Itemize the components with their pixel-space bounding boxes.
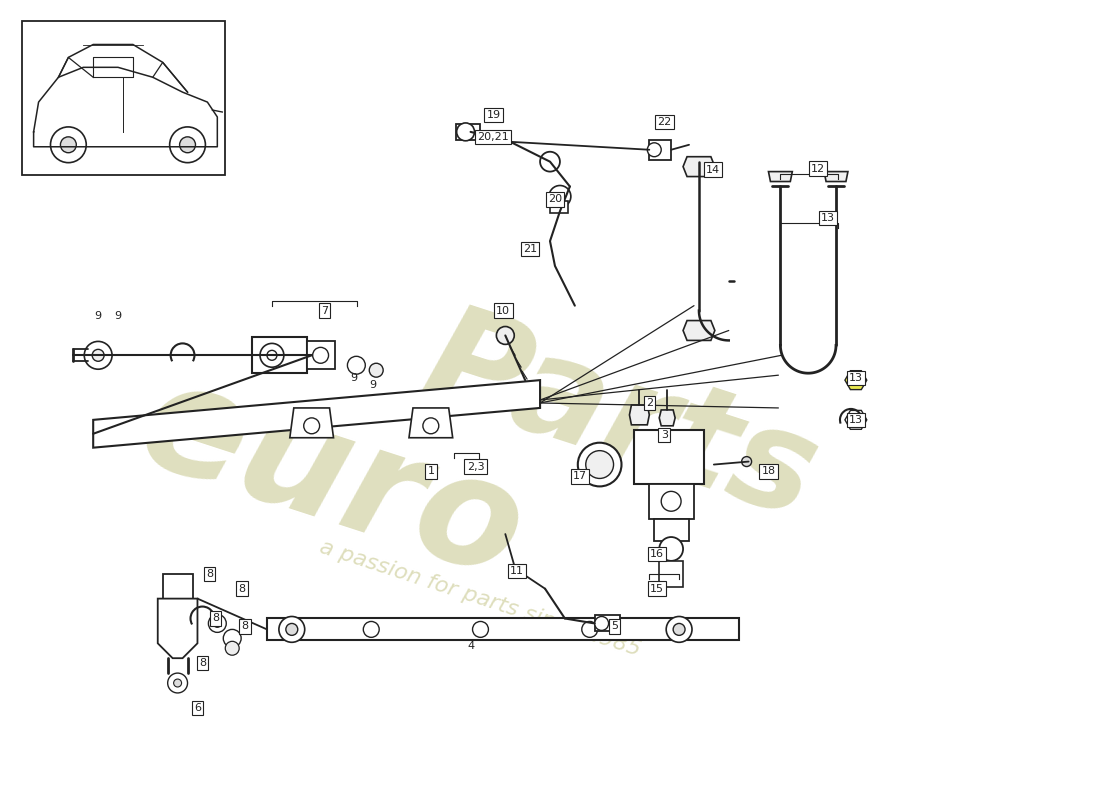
Circle shape [659,537,683,561]
Polygon shape [629,405,649,425]
Text: 8: 8 [206,569,213,578]
Circle shape [208,614,227,632]
Text: 9: 9 [95,310,101,321]
Bar [550,202,568,214]
Circle shape [549,186,571,207]
Text: 8: 8 [212,614,219,623]
Text: a passion for parts since 1985: a passion for parts since 1985 [318,537,644,660]
Text: 10: 10 [496,306,510,316]
Text: 19: 19 [486,110,500,120]
Circle shape [348,356,365,374]
Circle shape [223,630,241,647]
Polygon shape [94,380,540,448]
Text: 16: 16 [650,549,664,559]
Text: Parts: Parts [407,294,833,546]
Bar [595,615,619,631]
Polygon shape [845,370,867,390]
Circle shape [60,137,76,153]
Circle shape [540,152,560,171]
Bar [649,140,671,160]
Text: euro: euro [122,348,541,611]
Text: 13: 13 [849,373,862,383]
Text: 3: 3 [661,430,668,440]
Circle shape [456,123,474,141]
Text: 17: 17 [573,471,587,482]
Circle shape [582,622,597,638]
Circle shape [92,350,104,362]
Text: 9: 9 [350,373,356,383]
Text: 2: 2 [646,398,653,408]
Circle shape [174,679,182,687]
Text: 7: 7 [321,306,328,316]
Circle shape [260,343,284,367]
Text: 5: 5 [610,622,618,631]
Polygon shape [659,561,683,586]
Bar [22,21,226,174]
Bar [635,430,704,485]
Polygon shape [683,157,715,177]
Text: 4: 4 [468,642,474,651]
Circle shape [312,347,329,363]
Circle shape [51,127,86,162]
Circle shape [496,326,514,344]
Circle shape [578,442,621,486]
Circle shape [179,137,196,153]
Text: 15: 15 [650,584,664,594]
Text: 11: 11 [510,566,525,576]
Text: 13: 13 [849,415,862,425]
Bar [267,618,739,640]
Circle shape [595,617,608,630]
Text: 8: 8 [242,622,249,631]
Bar [252,338,307,373]
Polygon shape [845,410,867,430]
Text: 9: 9 [370,380,377,390]
Circle shape [647,142,661,157]
Bar [163,574,192,598]
Circle shape [422,418,439,434]
Text: 21: 21 [524,244,537,254]
Circle shape [363,622,379,638]
Circle shape [167,673,187,693]
Circle shape [585,450,614,478]
Circle shape [267,350,277,360]
Circle shape [741,457,751,466]
Polygon shape [824,171,848,182]
Text: 8: 8 [239,584,245,594]
Text: 8: 8 [199,658,206,668]
Circle shape [286,623,298,635]
Text: 20,21: 20,21 [477,132,509,142]
Text: 22: 22 [657,117,671,127]
Circle shape [473,622,488,638]
Text: 2,3: 2,3 [466,462,484,471]
Circle shape [661,491,681,511]
Bar [455,124,481,140]
Polygon shape [659,410,675,426]
Circle shape [85,342,112,370]
Circle shape [213,619,221,627]
Polygon shape [157,598,198,658]
Text: 14: 14 [706,165,719,174]
Text: 6: 6 [194,703,201,713]
Text: 20: 20 [548,194,562,205]
Text: 9: 9 [114,310,122,321]
Text: 13: 13 [821,214,835,223]
Bar [307,342,334,370]
Circle shape [370,363,383,377]
Circle shape [226,642,239,655]
Polygon shape [769,171,792,182]
Text: 1: 1 [427,466,434,477]
Text: 12: 12 [811,164,825,174]
Circle shape [667,617,692,642]
Circle shape [279,617,305,642]
Circle shape [169,127,206,162]
Text: 18: 18 [761,466,776,477]
Polygon shape [289,408,333,438]
Circle shape [304,418,320,434]
Circle shape [673,623,685,635]
Bar [649,485,694,519]
Polygon shape [409,408,453,438]
Polygon shape [683,321,715,341]
Bar [654,519,689,541]
